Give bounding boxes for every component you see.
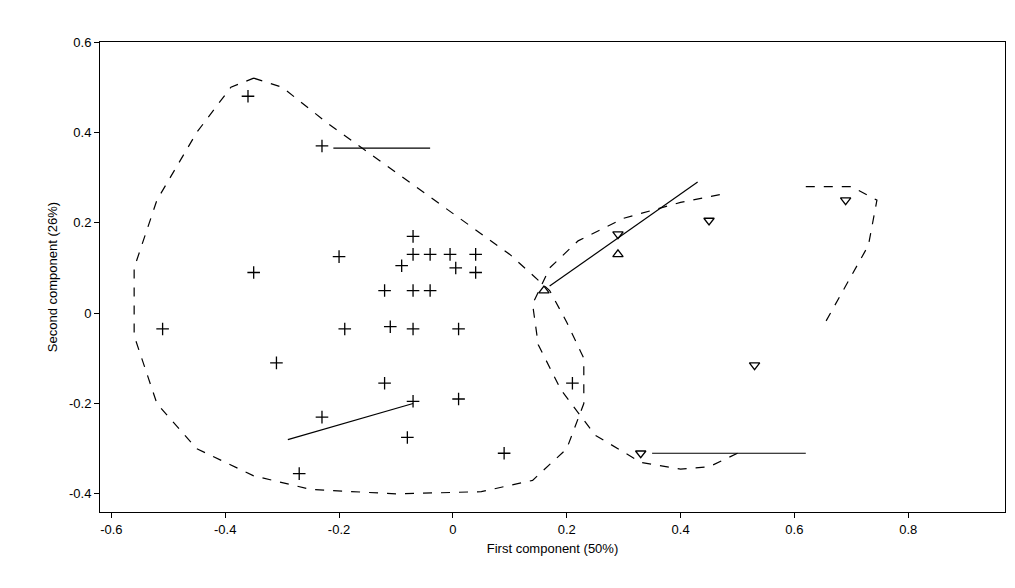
svg-text:0: 0: [84, 306, 91, 321]
svg-text:0.8: 0.8: [899, 522, 917, 537]
svg-text:0.2: 0.2: [558, 522, 576, 537]
svg-text:0.6: 0.6: [73, 35, 91, 50]
svg-text:First component (50%): First component (50%): [487, 541, 619, 556]
svg-text:0.2: 0.2: [73, 215, 91, 230]
svg-text:0: 0: [449, 522, 456, 537]
svg-text:0.4: 0.4: [73, 125, 91, 140]
svg-text:-0.2: -0.2: [328, 522, 350, 537]
svg-text:-0.4: -0.4: [214, 522, 236, 537]
svg-text:0.4: 0.4: [672, 522, 690, 537]
svg-text:0.6: 0.6: [785, 522, 803, 537]
svg-text:-0.4: -0.4: [69, 486, 91, 501]
svg-text:Second component (26%): Second component (26%): [45, 202, 60, 352]
svg-text:-0.6: -0.6: [100, 522, 122, 537]
svg-text:-0.2: -0.2: [69, 396, 91, 411]
